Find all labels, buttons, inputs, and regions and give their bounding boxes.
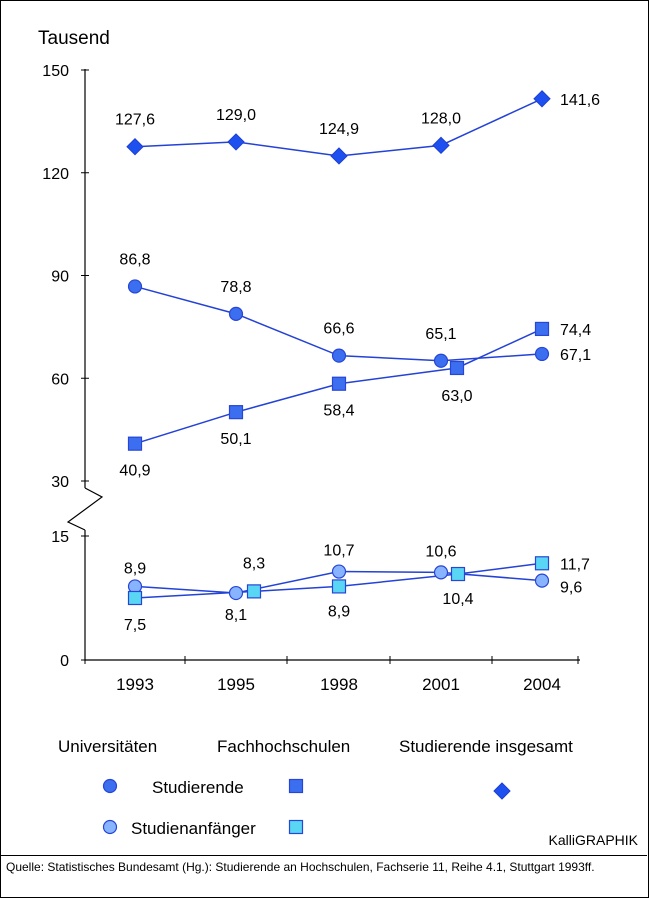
data-point [534, 346, 550, 362]
y-tick-label: 0 [60, 653, 69, 670]
data-label: 8,9 [328, 603, 350, 620]
data-point [126, 138, 144, 156]
y-tick-label: 60 [51, 371, 69, 388]
data-label: 10,6 [425, 543, 456, 560]
legend-marker [288, 778, 304, 794]
legend-row-label: Studierende [152, 778, 244, 797]
y-tick-label: 15 [51, 529, 69, 546]
data-label: 65,1 [425, 326, 456, 343]
data-label: 50,1 [220, 431, 251, 448]
legend-marker [493, 782, 511, 800]
data-label: 10,7 [323, 543, 354, 560]
data-point [331, 376, 347, 391]
data-labels: 127,6 129,0 124,9 128,0 141,6 86,8 78,8 66,6 65,… [115, 92, 600, 634]
data-point [127, 436, 143, 451]
data-point [127, 590, 143, 606]
data-label: 67,1 [560, 347, 591, 364]
data-point [331, 348, 347, 363]
legend-row-label: Studienanfänger [131, 819, 256, 838]
data-label: 9,6 [560, 580, 582, 597]
source-note: Quelle: Statistisches Bundesamt (Hg.): S… [6, 860, 595, 874]
data-point [449, 360, 465, 376]
x-tick-label: 1998 [320, 675, 358, 694]
data-label: 11,7 [560, 556, 590, 573]
y-tick-label: 30 [51, 474, 69, 491]
data-point [228, 405, 244, 420]
data-label: 78,8 [220, 279, 251, 296]
data-label: 8,9 [124, 560, 146, 577]
legend-group-header: Universitäten [58, 737, 157, 756]
data-point [331, 564, 347, 579]
data-point [534, 556, 550, 571]
data-point [228, 306, 244, 321]
data-point [433, 565, 449, 580]
data-label: 40,9 [119, 463, 150, 480]
data-point [246, 584, 262, 599]
legend-group-header: Studierende insgesamt [399, 737, 573, 756]
data-point [534, 321, 550, 337]
data-label: 8,1 [225, 607, 247, 624]
x-tick-label: 1995 [217, 675, 255, 694]
x-tick-label: 2004 [523, 675, 561, 694]
data-point [433, 353, 449, 368]
data-point [227, 133, 245, 151]
source-bar: Quelle: Statistisches Bundesamt (Hg.): S… [0, 855, 647, 897]
legend-marker [102, 819, 118, 835]
legend: Universitäten Fachhochschulen Studierende … [58, 737, 573, 838]
y-tick-label: 120 [42, 166, 69, 183]
data-point [127, 279, 143, 294]
data-label: 66,6 [323, 321, 354, 338]
data-label: 7,5 [124, 617, 146, 634]
data-label: 58,4 [323, 403, 354, 420]
series-lines [134, 98, 543, 599]
axis-break [66, 487, 104, 531]
series-markers [126, 90, 551, 606]
data-point [331, 579, 347, 594]
data-label: 86,8 [119, 251, 150, 268]
data-point [432, 136, 450, 155]
y-axis-label: Tausend [38, 28, 110, 49]
data-point [330, 147, 348, 165]
y-tick-label: 150 [42, 63, 69, 80]
data-label: 124,9 [319, 121, 359, 138]
legend-group-header: Fachhochschulen [217, 737, 350, 756]
credit-label: KalliGRAPHIK [549, 832, 639, 848]
legend-marker [102, 778, 118, 794]
legend-marker [288, 819, 304, 835]
data-label: 10,4 [442, 591, 473, 608]
x-tick-label: 2001 [422, 675, 460, 694]
data-point [533, 90, 551, 108]
data-label: 63,0 [441, 388, 472, 405]
y-tick-label: 90 [51, 269, 69, 286]
data-label: 141,6 [560, 92, 600, 109]
x-tick-label: 1993 [116, 675, 154, 694]
data-point [534, 573, 550, 588]
data-point [228, 585, 244, 601]
data-label: 127,6 [115, 112, 155, 129]
data-label: 74,4 [560, 322, 591, 339]
data-label: 129,0 [216, 107, 256, 124]
data-label: 128,0 [421, 110, 461, 127]
data-label: 8,3 [243, 555, 265, 572]
data-point [450, 566, 466, 582]
